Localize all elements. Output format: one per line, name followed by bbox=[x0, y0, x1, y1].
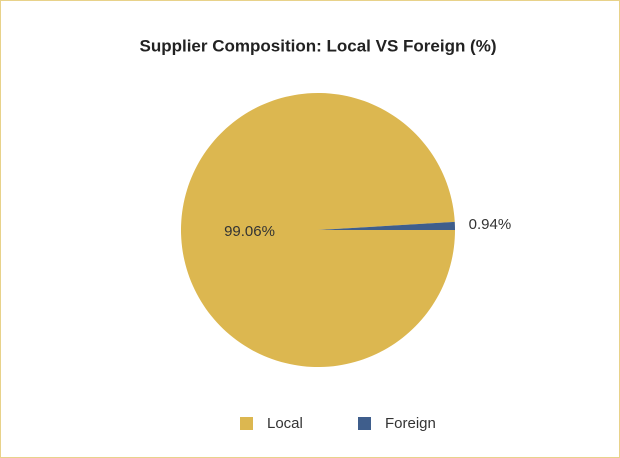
legend-label: Local bbox=[267, 415, 303, 432]
legend-swatch bbox=[358, 417, 371, 430]
legend-label: Foreign bbox=[385, 415, 436, 432]
data-label: 99.06% bbox=[224, 223, 275, 240]
chart-title: Supplier Composition: Local VS Foreign (… bbox=[139, 36, 496, 55]
data-label: 0.94% bbox=[469, 216, 512, 233]
pie-slice bbox=[181, 93, 455, 368]
pie-slice bbox=[318, 221, 455, 230]
legend-swatch bbox=[240, 417, 253, 430]
